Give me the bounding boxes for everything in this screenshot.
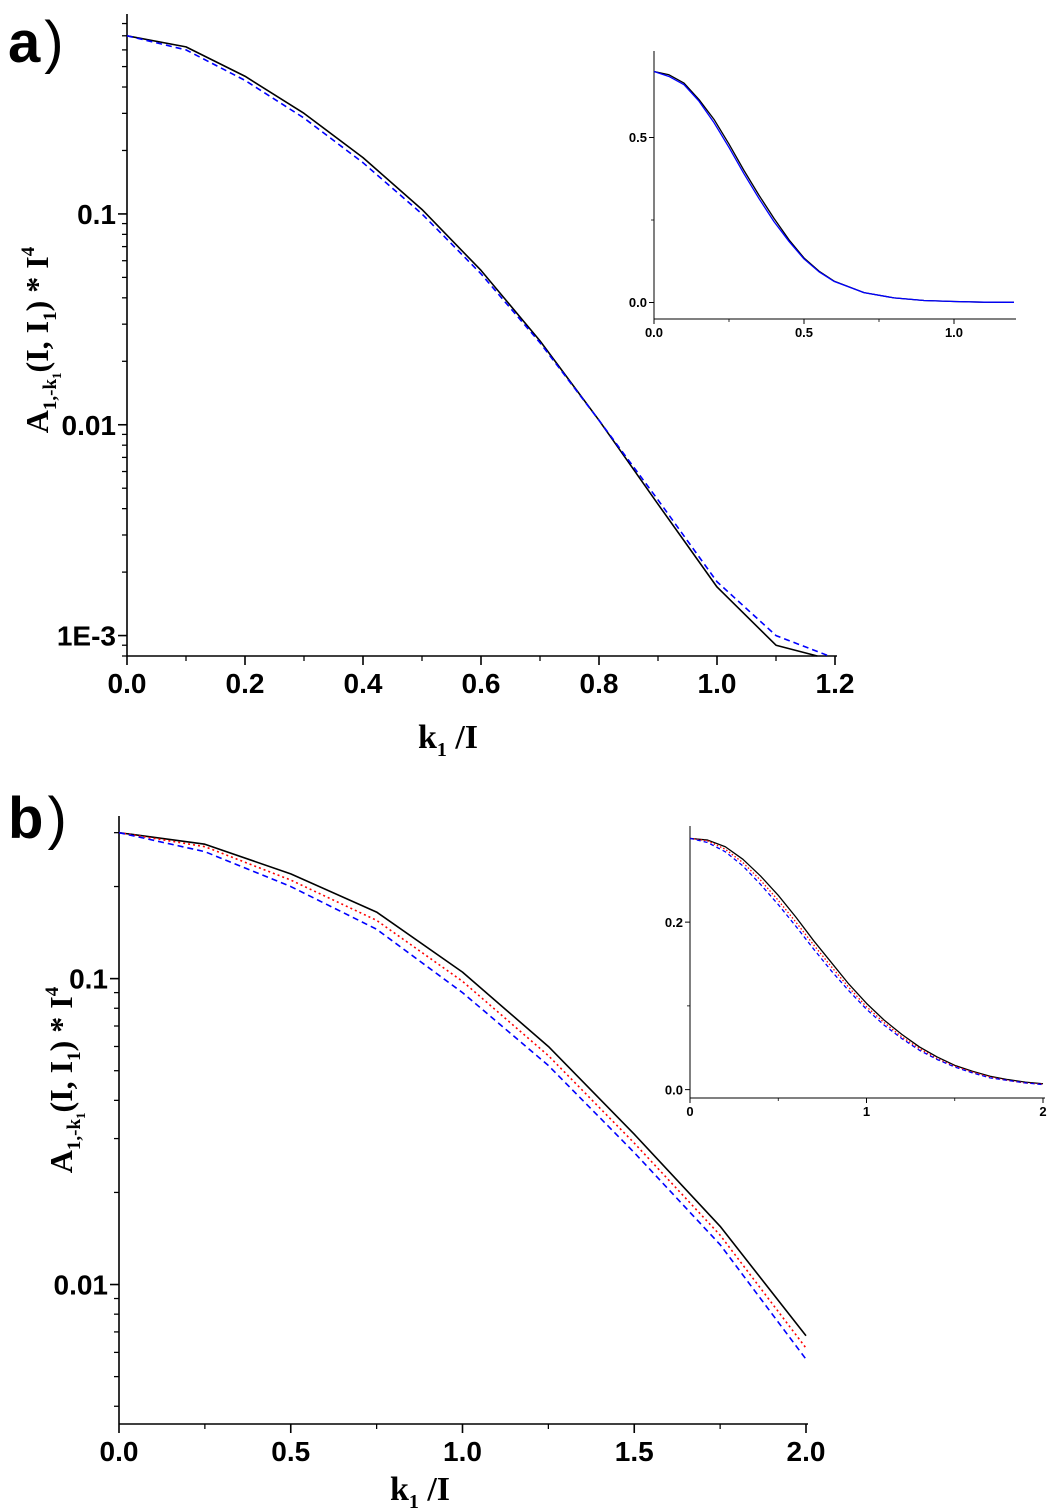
series-line-2 bbox=[118, 831, 807, 1360]
x-tick-label: 2 bbox=[1039, 1104, 1046, 1119]
x-tick-label: 1.0 bbox=[443, 1436, 482, 1467]
y-tick-label: 0.5 bbox=[629, 130, 647, 145]
chart-a-main: 0.0 0.2 0.4 0.6 0.8 1.0 1.2 1E-3 0.01 0.1 bbox=[57, 14, 855, 699]
x-tick-label: 1.0 bbox=[698, 668, 737, 699]
x-tick-label: 0.0 bbox=[645, 325, 663, 340]
series-line-0 bbox=[689, 837, 1044, 1085]
svg-text:A1,-k1(I, I1) * I4: A1,-k1(I, I1) * I4 bbox=[42, 986, 88, 1173]
x-tick-label: 0.0 bbox=[100, 1436, 139, 1467]
series-line-1 bbox=[689, 837, 1044, 1085]
x-tick-label: 0.6 bbox=[462, 668, 501, 699]
x-tick-label: 2.0 bbox=[787, 1436, 826, 1467]
panel-b-xlabel: k1 /I bbox=[390, 1471, 450, 1511]
panel-b-ylabel: A1,-k1(I, I1) * I4 bbox=[42, 986, 88, 1173]
x-tick-label: 0.0 bbox=[108, 668, 147, 699]
series-line-2 bbox=[689, 837, 1044, 1086]
x-tick-label: 1.0 bbox=[945, 325, 963, 340]
series-line-1 bbox=[653, 70, 1015, 303]
y-tick-label: 0.1 bbox=[77, 199, 116, 230]
y-tick-label: 0.1 bbox=[69, 964, 108, 995]
panel-a-ylabel: A1,-k1(I, I1) * I4 bbox=[18, 246, 64, 433]
series-line-1 bbox=[118, 831, 807, 1349]
y-tick-label: 0.0 bbox=[629, 295, 647, 310]
y-tick-label: 0.01 bbox=[62, 410, 117, 441]
chart-b-inset: 0 1 2 0.0 0.2 bbox=[665, 826, 1047, 1119]
series-line-0 bbox=[126, 34, 818, 657]
x-tick-label: 1 bbox=[863, 1104, 870, 1119]
series-line-0 bbox=[118, 831, 807, 1337]
y-tick-label: 0.0 bbox=[665, 1082, 683, 1097]
x-tick-label: 0.8 bbox=[580, 668, 619, 699]
x-tick-label: 0 bbox=[686, 1104, 693, 1119]
chart-b-main: 0.0 0.5 1.0 1.5 2.0 0.01 0.1 bbox=[54, 816, 826, 1467]
panel-a-xlabel: k1 /I bbox=[418, 719, 478, 761]
y-tick-label: 0.2 bbox=[665, 915, 683, 930]
panel-b-label: b) bbox=[8, 786, 67, 851]
x-tick-label: 0.2 bbox=[226, 668, 265, 699]
x-tick-label: 0.5 bbox=[795, 325, 813, 340]
x-tick-label: 1.2 bbox=[816, 668, 855, 699]
x-tick-label: 1.5 bbox=[615, 1436, 654, 1467]
y-tick-label: 1E-3 bbox=[57, 621, 116, 652]
panel-a-label: a) bbox=[8, 10, 64, 75]
svg-text:A1,-k1(I, I1) * I4: A1,-k1(I, I1) * I4 bbox=[18, 246, 64, 433]
series-line-1 bbox=[126, 35, 830, 657]
y-tick-label: 0.01 bbox=[54, 1270, 109, 1301]
x-tick-label: 0.5 bbox=[271, 1436, 310, 1467]
chart-a-inset: 0.0 0.5 1.0 0.0 0.5 bbox=[629, 51, 1016, 340]
x-tick-label: 0.4 bbox=[344, 668, 383, 699]
series-line-0 bbox=[653, 70, 1015, 303]
